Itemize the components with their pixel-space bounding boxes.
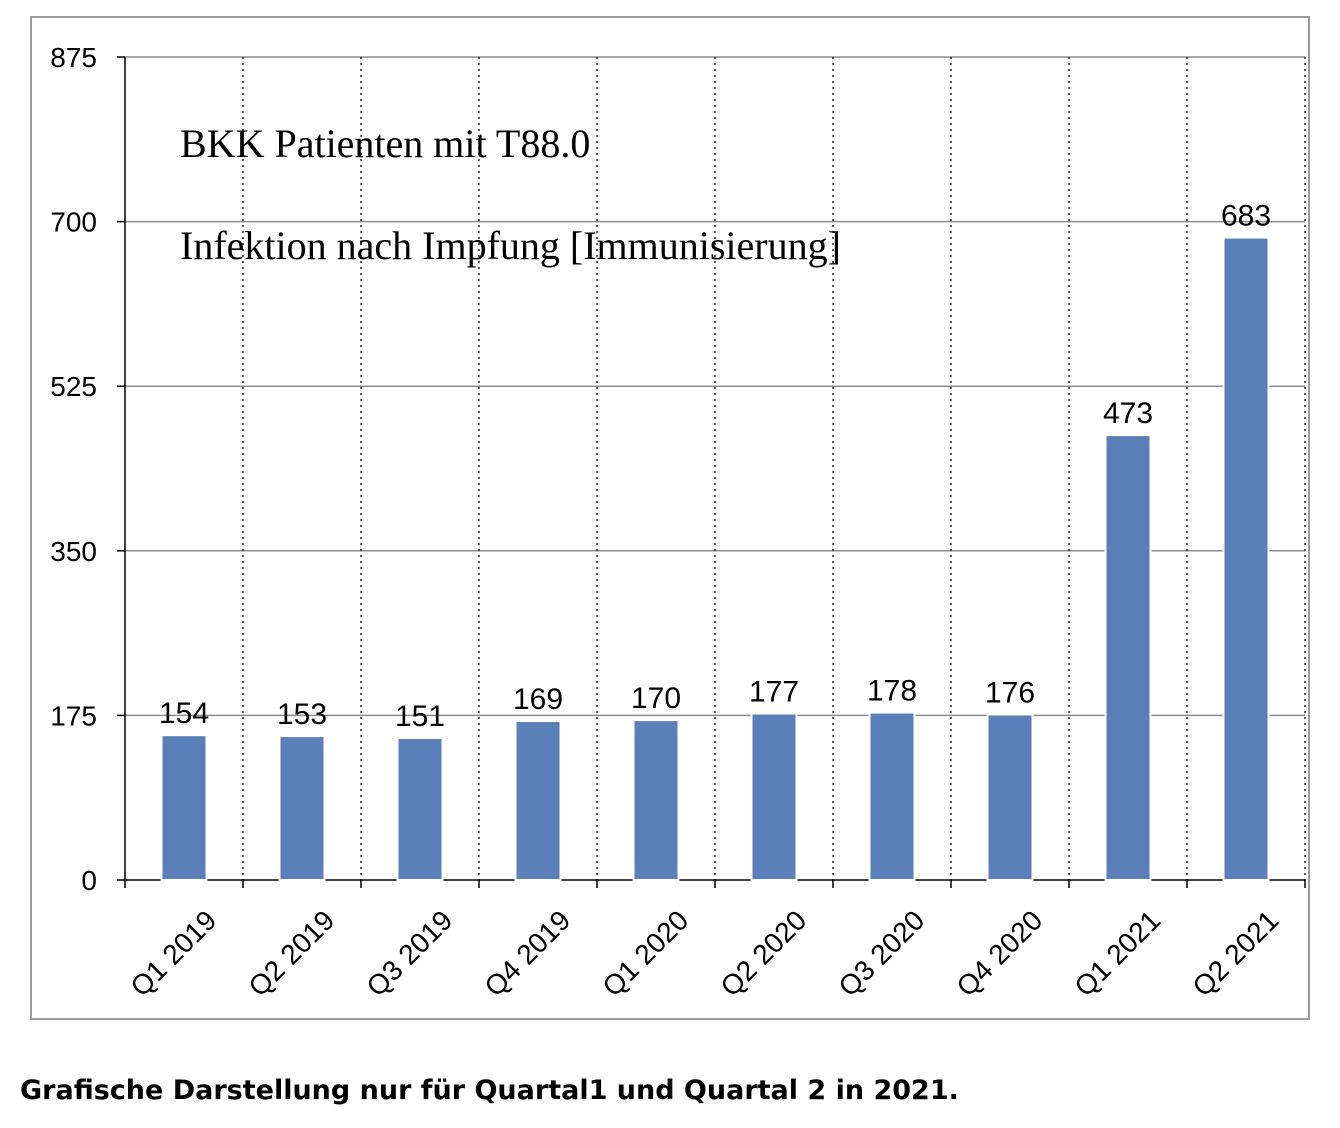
data-label: 176 xyxy=(985,676,1035,709)
bar xyxy=(750,712,798,881)
data-label: 178 xyxy=(867,675,917,708)
bar xyxy=(986,713,1034,881)
x-tick-label: Q1 2020 xyxy=(597,904,695,1002)
bar xyxy=(278,735,326,882)
y-tick-label: 350 xyxy=(50,536,97,567)
y-tick-label: 175 xyxy=(50,700,97,731)
data-label: 170 xyxy=(631,682,681,715)
x-tick-label: Q4 2019 xyxy=(479,904,577,1002)
data-label: 683 xyxy=(1221,200,1271,233)
x-tick-label: Q3 2019 xyxy=(361,904,459,1002)
data-label: 154 xyxy=(159,697,209,730)
y-tick-label: 0 xyxy=(81,865,97,896)
bar xyxy=(160,734,208,881)
bar xyxy=(514,720,562,882)
x-tick-label: Q1 2019 xyxy=(125,904,223,1002)
x-tick-label: Q2 2019 xyxy=(243,904,341,1002)
x-tick-label: Q1 2021 xyxy=(1069,904,1167,1002)
x-tick-label: Q2 2020 xyxy=(715,904,813,1002)
data-label: 151 xyxy=(395,700,445,733)
data-label: 177 xyxy=(749,676,799,709)
x-tick-label: Q2 2021 xyxy=(1187,904,1285,1002)
y-tick-label: 525 xyxy=(50,371,97,402)
chart-annotation-subtitle: Infektion nach Impfung [Immunisierung] xyxy=(180,223,841,268)
bar xyxy=(1104,434,1152,881)
x-tick-label: Q4 2020 xyxy=(951,904,1049,1002)
figure-caption: Grafische Darstellung nur für Quartal1 u… xyxy=(20,1075,959,1106)
y-tick-label: 700 xyxy=(50,207,97,238)
bar xyxy=(1222,236,1270,881)
bar xyxy=(868,711,916,882)
x-tick-label: Q3 2020 xyxy=(833,904,931,1002)
chart-annotation-title: BKK Patienten mit T88.0 xyxy=(180,121,590,166)
bar xyxy=(396,736,444,881)
data-label: 153 xyxy=(277,698,327,731)
data-label: 473 xyxy=(1103,397,1153,430)
bar-chart: 0 175 350 525 700 875 154 Q1 2019 153 Q2 2019 151 Q… xyxy=(50,42,1306,1002)
data-label: 169 xyxy=(513,683,563,716)
y-tick-label: 875 xyxy=(50,42,97,73)
bar xyxy=(632,719,680,881)
